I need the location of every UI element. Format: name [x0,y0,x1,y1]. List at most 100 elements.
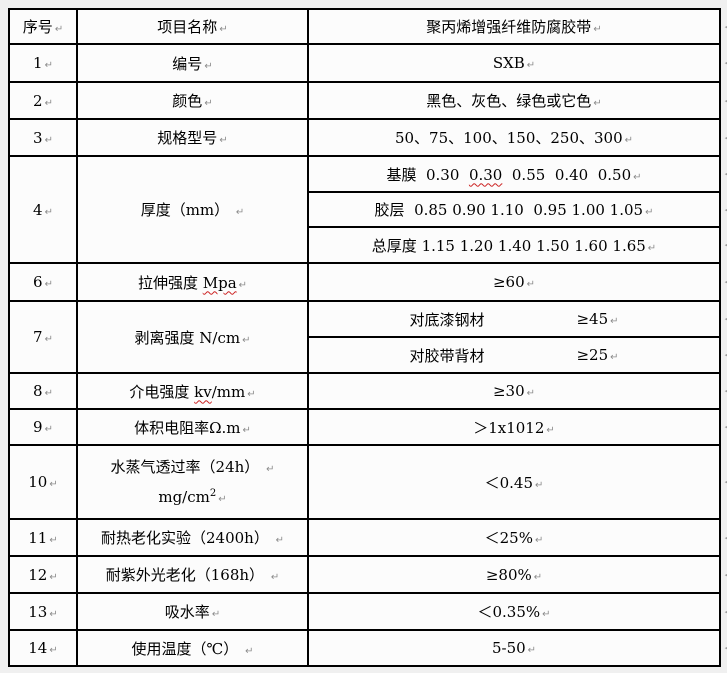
pilcrow-mark: ↵ [526,60,536,71]
item-name: 厚度（mm） [140,201,234,219]
header-no-label: 序号 [22,18,53,36]
pilcrow-mark: ↵ [242,334,251,346]
item-name-cell: 体积电阻率Ω.m ↵ [76,408,309,446]
table-row: 3↵ 规格型号↵ 50、75、100、150、250、300↵◀ [8,118,727,157]
pilcrow-mark: ↵ [44,279,53,290]
row-no: 12 [28,565,48,584]
misspelled-value: 0.30 [468,165,503,184]
pilcrow-mark: ↵ [49,645,58,656]
item-name-cell: 颜色 ↵ [76,81,309,120]
row-no-cell: 12 ↵ [8,555,78,594]
item-value: ＜0.35% [477,603,541,621]
item-name-cell: 使用温度（℃） ↵ [76,629,309,667]
item-value-cell: SXB↵ ◀ [307,43,727,83]
peel-steel-label: 对底漆钢材 [409,310,485,329]
row-no: 13 [28,602,48,621]
row-no-cell: 11 ↵ [8,518,78,557]
row-end-mark: ◀ [725,351,727,359]
table-row: 7↵ 剥离强度 N/cm↵ 对底漆钢材≥45↵◀ [8,300,727,374]
item-value: ＜0.45 [484,473,533,492]
header-name-cell: 项目名称 ↵ [76,8,309,45]
item-value: ≥60 [492,273,525,291]
row-end-mark: ◀ [725,644,727,652]
misspelled-unit: Mpa [202,273,237,292]
thickness-total-cell: 总厚度 1.15 1.20 1.40 1.50 1.60 1.65↵ ◀ [307,226,727,264]
item-name-cell: 耐热老化实验（2400h） ↵ [76,518,309,557]
peel-backing-value: ≥25 ↵ [576,346,619,364]
item-value-cell: ≥80%↵ ◀ [307,555,727,594]
item-value-cell: 5-50↵ ◀ [307,629,727,667]
header-row: 序号↵ 项目名称↵ 聚丙烯增强纤维防腐胶带↵◀ [8,8,727,45]
pilcrow-mark: ↵ [204,60,213,72]
item-name: 编号 [172,54,203,73]
row-end-mark: ◀ [725,134,727,142]
item-value-cell: ≥60↵ ◀ [307,262,727,302]
row-end-mark: ◀ [725,278,727,286]
row-no: 10 [28,473,48,491]
item-name-cell: 耐紫外光老化（168h） ↵ [76,555,309,594]
pilcrow-mark: ↵ [49,534,58,546]
row-end-mark: ◀ [725,23,727,31]
row-end-mark: ◀ [725,534,727,542]
pilcrow-mark: ↵ [533,571,543,583]
peel-steel-cell: 对底漆钢材 ≥45↵ ◀ [307,300,727,338]
item-name: 吸水率 [164,603,210,621]
row-end-mark: ◀ [725,97,727,105]
item-name-line2: mg/cm [158,487,210,506]
item-value: SXB [492,54,525,72]
pilcrow-mark: ↵ [49,571,58,583]
item-value-cell: 黑色、灰色、绿色或它色↵ ◀ [307,81,727,120]
item-name-cell: 厚度（mm） ↵ [76,155,309,264]
item-name: 耐热老化实验（2400h） [101,529,274,547]
superscript: 2 [209,487,217,499]
row-no-cell: 7 ↵ [8,300,78,374]
item-value-cell: ＜25%↵ ◀ [307,518,727,557]
item-name: 介电强度 [129,382,195,401]
header-no-cell: 序号 ↵ [8,8,78,45]
pilcrow-mark: ↵ [44,134,53,146]
row-no-cell: 10 ↵ [8,444,78,520]
row-no-cell: 6 ↵ [8,262,78,302]
pilcrow-mark: ↵ [44,206,53,218]
pilcrow-mark: ↵ [211,609,221,620]
table-row: 总厚度 1.15 1.20 1.40 1.50 1.60 1.65↵ ◀ [9,226,727,264]
table-row: 胶层 0.85 0.90 1.10 0.95 1.00 1.05 ↵ ◀ [9,191,727,228]
table-row: 13↵ 吸水率↵ ＜0.35%↵◀ [8,592,727,631]
row-end-mark: ◀ [725,571,727,579]
item-name-line1: 水蒸气透过率（24h） [110,457,265,476]
table-row: 对胶带背材 ≥25↵ ◀ [9,336,727,374]
item-name-unit: /mm [211,382,246,401]
row-no: 1 [33,54,43,72]
table-row: 2↵ 颜色↵ 黑色、灰色、绿色或它色↵◀ [8,81,727,120]
table-row: 1↵ 编号↵ SXB↵◀ [8,43,727,83]
pilcrow-mark: ↵ [266,463,275,475]
pilcrow-mark: ↵ [49,479,58,490]
pilcrow-mark: ↵ [49,608,58,620]
header-product-cell: 聚丙烯增强纤维防腐胶带↵ ◀ [307,8,727,45]
item-name-cell: 编号 ↵ [76,43,309,83]
item-name-cell: 规格型号 ↵ [76,118,309,157]
item-value: ＞1x1012 [473,418,545,437]
thickness-adhesive-values: 胶层 0.85 0.90 1.10 0.95 1.00 1.05 [374,201,644,219]
pilcrow-mark: ↵ [44,334,53,345]
pilcrow-mark: ↵ [527,645,537,656]
thickness-basefilm-values: 基膜 0.30 [386,165,469,184]
item-name: 剥离强度 N/cm [134,328,241,347]
row-no: 9 [33,418,43,436]
row-end-mark: ◀ [725,315,727,323]
thickness-total-values: 总厚度 1.15 1.20 1.40 1.50 1.60 1.65 [371,236,646,255]
pilcrow-mark: ↵ [270,572,280,583]
item-name: 体积电阻率Ω.m [134,418,241,437]
thickness-basefilm-cell: 基膜 0.30 0.30 0.55 0.40 0.50↵ ◀ [307,155,727,193]
header-name-label: 项目名称 [157,18,218,36]
item-name: 规格型号 [157,129,218,147]
peel-steel-value: ≥45 ↵ [576,310,619,328]
row-no: 2 [33,91,43,110]
row-no-cell: 1 ↵ [8,43,78,83]
thickness-adhesive-cell: 胶层 0.85 0.90 1.10 0.95 1.00 1.05↵ ◀ [307,191,727,228]
row-no-cell: 2 ↵ [8,81,78,120]
row-end-mark: ◀ [725,387,727,395]
peel-backing-cell: 对胶带背材 ≥25↵ ◀ [307,336,727,374]
row-end-mark: ◀ [725,206,727,214]
